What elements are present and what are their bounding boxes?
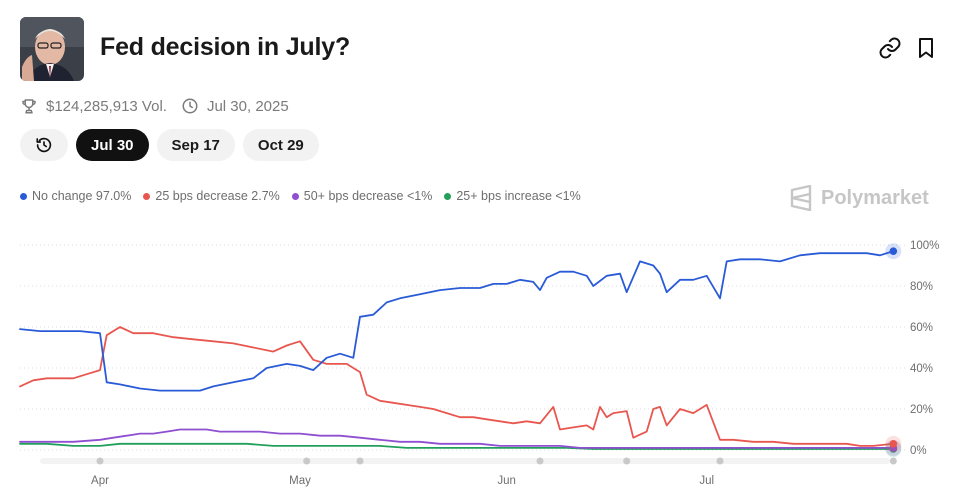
pill-sep-17[interactable]: Sep 17 [156, 129, 235, 161]
y-tick-label: 20% [910, 404, 933, 416]
series-line-25-bps-increase [19, 442, 895, 450]
legend-dot [444, 192, 452, 200]
x-tick-label: Jun [497, 475, 516, 487]
y-tick-label: 40% [910, 363, 933, 375]
x-tick-label: Apr [91, 475, 109, 487]
volume-text: $124,285,913 Vol. [46, 97, 167, 115]
page-title: Fed decision in July? [100, 33, 351, 61]
y-tick-label: 60% [910, 322, 933, 334]
y-tick-label: 100% [910, 240, 939, 252]
legend-label: 50+ bps decrease <1% [303, 189, 433, 203]
legend-label: 25+ bps increase <1% [456, 189, 581, 203]
timeline-track [40, 458, 890, 464]
history-button[interactable] [20, 129, 68, 161]
legend-item-50-decrease: 50+ bps decrease <1% [291, 189, 433, 203]
legend-dot [20, 192, 27, 200]
link-icon[interactable] [878, 36, 902, 60]
bookmark-icon[interactable] [914, 36, 938, 60]
polymarket-icon [790, 185, 812, 211]
series-line-25-bps-decrease [19, 326, 895, 447]
timeline-marker [889, 457, 897, 465]
pill-jul-30[interactable]: Jul 30 [76, 129, 149, 161]
series-line-no-change [19, 250, 895, 392]
pill-oct-29[interactable]: Oct 29 [242, 129, 319, 161]
timeline-marker [536, 457, 544, 465]
trophy-icon [20, 97, 38, 115]
y-tick-label: 0% [910, 445, 927, 457]
legend-label: 25 bps decrease 2.7% [155, 189, 280, 203]
history-icon [36, 137, 52, 153]
x-tick-label: May [289, 475, 311, 487]
legend-item-no-change: No change 97.0% [20, 189, 131, 203]
polymarket-logo: Polymarket [789, 185, 929, 211]
legend-dot [291, 192, 299, 200]
market-thumbnail [20, 17, 84, 81]
legend-label: No change 97.0% [32, 189, 132, 203]
timeline-marker [716, 457, 724, 465]
timeline-marker [356, 457, 364, 465]
y-tick-label: 80% [910, 281, 933, 293]
clock-icon [181, 97, 199, 115]
timeline-marker [303, 457, 311, 465]
x-tick-label: Jul [699, 475, 714, 487]
legend-item-25-decrease: 25 bps decrease 2.7% [143, 189, 280, 203]
date-pills: Jul 30 Sep 17 Oct 29 [20, 129, 319, 161]
legend-item-25-increase: 25+ bps increase <1% [444, 189, 581, 203]
market-meta: $124,285,913 Vol. Jul 30, 2025 [20, 97, 289, 115]
series-line-50-bps-decrease [19, 428, 895, 449]
legend-dot [143, 192, 151, 200]
timeline-marker [96, 457, 104, 465]
brand-name: Polymarket [821, 186, 929, 209]
series-end-dot [889, 440, 898, 448]
chairman-portrait [20, 17, 84, 81]
timeline-marker [623, 457, 631, 465]
probability-chart[interactable]: 100% 80% 60% 40% 20% 0% Apr May Jun Jul [0, 225, 960, 496]
end-date-text: Jul 30, 2025 [206, 97, 289, 115]
chart-legend: No change 97.0% 25 bps decrease 2.7% 50+… [20, 189, 581, 203]
series-end-dot [889, 247, 898, 255]
